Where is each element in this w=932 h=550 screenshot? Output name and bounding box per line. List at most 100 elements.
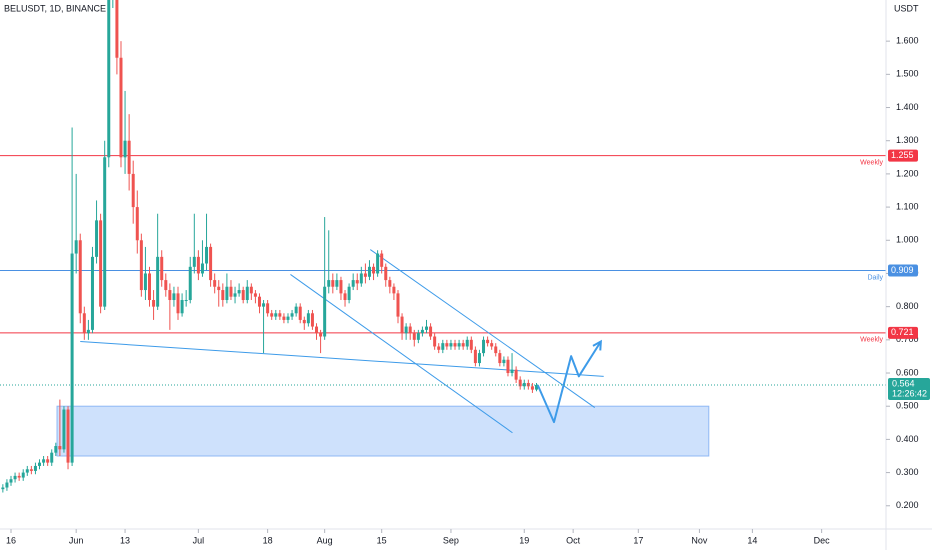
y-tick-label: 0.200 — [896, 500, 919, 510]
candle-body — [282, 316, 286, 320]
candle-body — [437, 346, 441, 350]
candle-body — [302, 319, 306, 324]
candle-body — [490, 343, 494, 347]
candle-body — [420, 329, 424, 334]
last-price: 0.564 — [892, 378, 915, 388]
candle-body — [449, 343, 453, 347]
candle-body — [518, 379, 522, 387]
candle-body — [327, 280, 331, 287]
candle-body — [25, 469, 29, 473]
candle-body — [209, 246, 213, 281]
level-price: 0.721 — [891, 327, 914, 337]
candle-body — [396, 293, 400, 317]
y-tick-label: 0.700 — [896, 334, 919, 344]
candle-body — [498, 353, 502, 364]
candle-body — [257, 296, 261, 307]
y-tick-label: 0.300 — [896, 467, 919, 477]
candle-body — [9, 479, 13, 483]
candle-body — [29, 469, 33, 471]
candle-body — [82, 313, 86, 334]
x-tick-label: Oct — [566, 535, 581, 545]
candle-body — [205, 246, 209, 264]
x-tick-label: Aug — [317, 535, 333, 545]
x-tick-label: 15 — [377, 535, 387, 545]
candle-body — [404, 326, 408, 334]
x-tick-label: 17 — [633, 535, 643, 545]
candle-body — [86, 329, 90, 334]
y-tick-label: 0.500 — [896, 401, 919, 411]
candle-body — [225, 286, 229, 301]
candle-body — [135, 207, 139, 241]
candle-body — [502, 359, 506, 364]
candle-body — [229, 286, 233, 297]
candle-body — [58, 446, 62, 450]
candle-body — [54, 446, 58, 453]
candle-body — [262, 303, 266, 307]
candle-body — [286, 316, 290, 320]
candle-body — [237, 290, 241, 294]
level-price-box — [888, 326, 918, 339]
candle-body — [425, 326, 429, 330]
candle-body — [290, 313, 294, 317]
candle-body — [306, 313, 310, 324]
candle-body — [253, 293, 257, 297]
candle-body — [62, 409, 66, 450]
candle-body — [95, 220, 99, 257]
y-tick-label: 1.100 — [896, 201, 919, 211]
y-tick-label: 0.600 — [896, 367, 919, 377]
candle-body — [445, 343, 449, 347]
x-tick-label: 19 — [519, 535, 529, 545]
candle-body — [376, 253, 380, 274]
candle-body — [506, 359, 510, 374]
y-tick-label: 0.800 — [896, 301, 919, 311]
candle-body — [119, 57, 123, 158]
candle-body — [188, 266, 192, 301]
candle-body — [213, 280, 217, 287]
trendline — [290, 274, 513, 434]
candle-body — [172, 293, 176, 301]
candle-body — [274, 313, 278, 317]
candle-body — [46, 459, 50, 463]
level-price-box — [888, 149, 918, 162]
candle-body — [482, 339, 486, 354]
candle-body — [139, 240, 143, 291]
candle-body — [278, 313, 282, 317]
candle-body — [510, 369, 514, 374]
candle-body — [441, 343, 445, 350]
candle-body — [17, 475, 21, 478]
candle-body — [241, 290, 245, 301]
x-tick-label: 16 — [6, 535, 16, 545]
countdown: 12:26:42 — [892, 388, 927, 398]
level-price-box — [888, 264, 918, 277]
candle-body — [388, 280, 392, 287]
projection-path — [536, 340, 602, 424]
candle-body — [233, 293, 237, 297]
candle-body — [522, 382, 526, 387]
candle-body — [164, 280, 168, 291]
candle-body — [294, 306, 298, 314]
candle-body — [530, 386, 534, 390]
candle-body — [270, 313, 274, 317]
candle-body — [78, 240, 82, 314]
support-zone — [56, 405, 710, 457]
candle-body — [5, 482, 9, 488]
candle-body — [384, 266, 388, 281]
candle-body — [152, 300, 156, 307]
candle-body — [473, 349, 477, 364]
candle-body — [196, 256, 200, 274]
x-tick-label: Jul — [193, 535, 205, 545]
candle-body — [392, 286, 396, 294]
y-tick-label: 1.500 — [896, 69, 919, 79]
candle-body — [343, 293, 347, 301]
candle-body — [245, 286, 249, 301]
candle-body — [461, 343, 465, 347]
candle-body — [534, 384, 538, 390]
candle-body — [429, 326, 433, 337]
level-price: 0.909 — [891, 265, 914, 275]
x-tick-label: Sep — [443, 535, 459, 545]
y-tick-label: 1.300 — [896, 135, 919, 145]
candle-body — [453, 343, 457, 347]
candle-body — [131, 173, 135, 208]
candle-body — [433, 336, 437, 347]
